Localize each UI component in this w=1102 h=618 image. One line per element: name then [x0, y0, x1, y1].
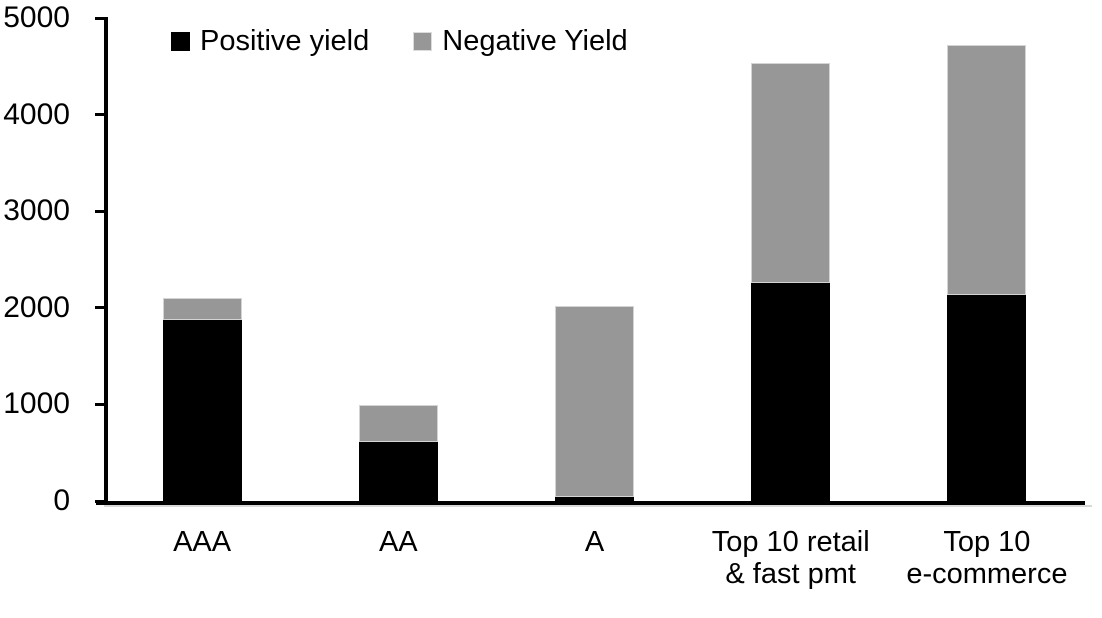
bar-segment-positive-yield-5 [947, 295, 1027, 501]
legend-item-negative-yield: Negative Yield [413, 25, 628, 57]
x-category-label: AA [378, 526, 418, 558]
bar-segment-negative-yield-3 [555, 305, 634, 498]
y-axis-tick [95, 16, 104, 20]
y-tick-label: 4000 [3, 97, 70, 131]
y-axis-tick [95, 499, 104, 503]
bar-segment-negative-yield-4 [751, 63, 831, 283]
bar-segment-positive-yield-3 [555, 497, 634, 501]
legend: Positive yield Negative Yield [171, 26, 628, 56]
bar-segment-positive-yield-4 [751, 282, 831, 501]
y-axis-tick [95, 209, 104, 213]
negative-yield-swatch [413, 31, 433, 51]
x-category-label: AAA [173, 526, 232, 558]
bar-segment-negative-yield-2 [358, 405, 438, 443]
x-category-label: A [584, 526, 605, 558]
y-axis-tick [95, 113, 104, 117]
y-tick-label: 3000 [3, 194, 70, 228]
legend-item-positive-yield: Positive yield [171, 26, 369, 56]
x-axis-line [96, 501, 1085, 505]
y-axis-tick [95, 306, 104, 310]
y-axis-tick [95, 402, 104, 406]
y-tick-label: 5000 [3, 1, 70, 34]
y-tick-label: 0 [53, 484, 70, 517]
y-axis-line [104, 17, 108, 504]
x-axis-shadow-line [104, 505, 1092, 507]
positive-yield-swatch [171, 31, 190, 51]
bar-segment-negative-yield-1 [162, 298, 242, 321]
x-category-label: Top 10 e-commerce [906, 526, 1068, 590]
y-tick-label: 2000 [3, 290, 70, 324]
y-tick-label: 1000 [3, 387, 70, 421]
x-category-label: Top 10 retail & fast pmt [711, 526, 870, 590]
bar-segment-negative-yield-5 [947, 45, 1027, 296]
bar-segment-positive-yield-2 [358, 442, 438, 501]
bar-segment-positive-yield-1 [162, 320, 242, 501]
legend-label-positive-yield: Positive yield [200, 25, 370, 57]
legend-label-negative-yield: Negative Yield [442, 25, 628, 57]
